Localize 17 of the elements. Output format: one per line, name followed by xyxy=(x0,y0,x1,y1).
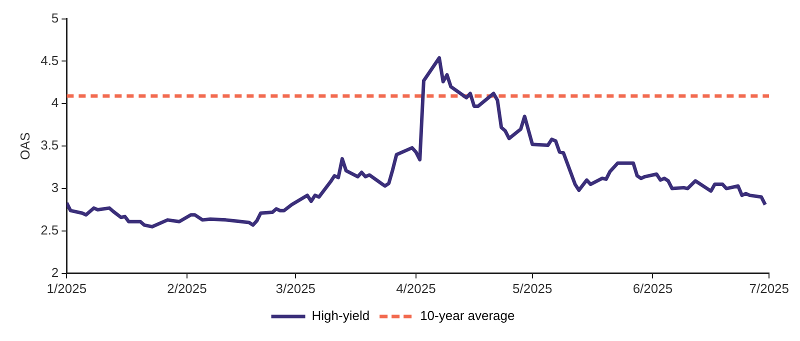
y-tick-label: 2.5 xyxy=(40,222,59,238)
x-tick-label: 1/2025 xyxy=(46,280,87,296)
y-axis-title: OAS xyxy=(17,132,32,160)
y-tick-label: 3.5 xyxy=(40,138,59,153)
y-tick-label: 2 xyxy=(51,264,59,280)
x-tick-label: 5/2025 xyxy=(512,280,552,296)
y-tick-label: 4.5 xyxy=(40,52,59,68)
legend-label: High-yield xyxy=(312,308,370,324)
x-tick-label: 3/2025 xyxy=(276,280,316,296)
x-tick-label: 2/2025 xyxy=(167,280,207,296)
y-tick-label: 3 xyxy=(51,180,59,196)
x-tick-label: 7/2025 xyxy=(749,280,789,296)
legend-label: 10-year average xyxy=(420,308,515,324)
x-tick-label: 6/2025 xyxy=(632,280,673,296)
y-tick-label: 4 xyxy=(51,95,59,110)
x-tick-label: 4/2025 xyxy=(396,280,436,296)
y-tick-label: 5 xyxy=(51,10,59,26)
